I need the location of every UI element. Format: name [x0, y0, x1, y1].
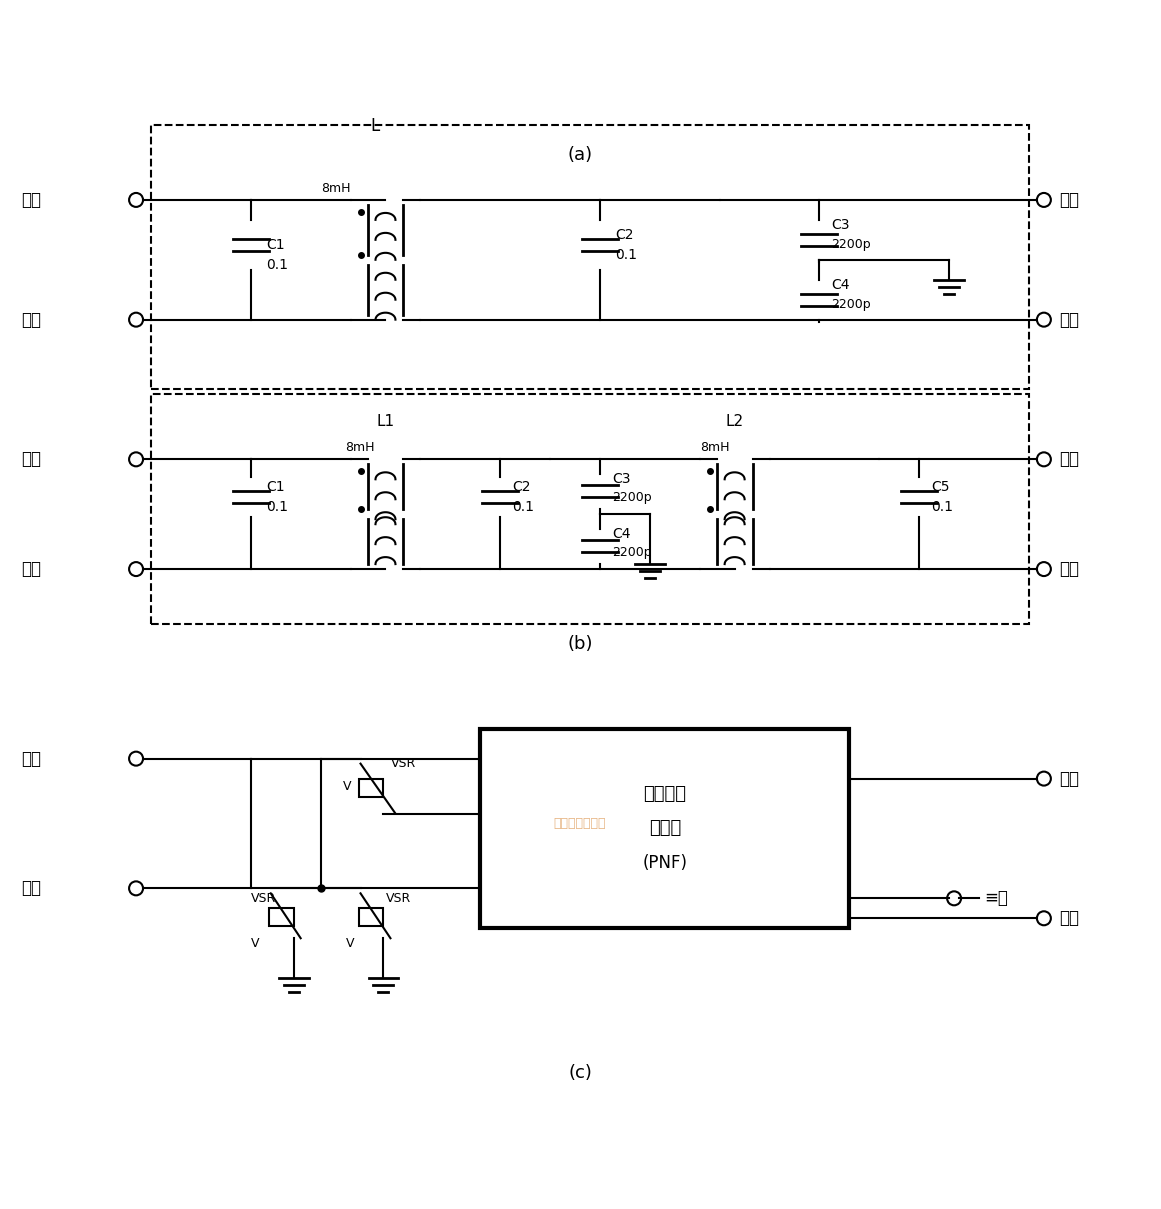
Bar — [359, 908, 383, 926]
Text: 输出: 输出 — [1059, 560, 1079, 578]
Text: 8mH: 8mH — [346, 441, 375, 455]
Text: VSR: VSR — [251, 892, 276, 904]
Text: 输出: 输出 — [1059, 909, 1079, 927]
Text: C1: C1 — [266, 238, 284, 251]
Text: 2200p: 2200p — [612, 491, 651, 504]
Text: C3: C3 — [612, 473, 630, 486]
Text: 输入: 输入 — [21, 191, 42, 209]
Text: C2: C2 — [512, 480, 531, 494]
Text: 输出: 输出 — [1059, 191, 1079, 209]
Bar — [268, 908, 294, 926]
Bar — [481, 729, 850, 929]
Text: 电源噪声: 电源噪声 — [643, 785, 686, 803]
Text: (a): (a) — [568, 146, 592, 164]
Text: 0.1: 0.1 — [266, 501, 288, 514]
Text: V: V — [251, 937, 259, 950]
Text: 输出: 输出 — [1059, 450, 1079, 468]
Text: 0.1: 0.1 — [266, 258, 288, 272]
Text: V: V — [346, 937, 354, 950]
Text: 输入: 输入 — [21, 450, 42, 468]
Text: VSR: VSR — [390, 757, 416, 770]
Text: 输入: 输入 — [21, 879, 42, 897]
Text: V: V — [342, 780, 351, 793]
Text: C1: C1 — [266, 480, 284, 494]
Text: 维库电子市场网: 维库电子市场网 — [554, 817, 606, 831]
Text: (c): (c) — [568, 1064, 592, 1082]
Text: 输入: 输入 — [21, 560, 42, 578]
Text: 输出: 输出 — [1059, 311, 1079, 329]
Text: C3: C3 — [831, 218, 850, 232]
Bar — [359, 779, 383, 797]
Text: L: L — [370, 117, 380, 135]
Text: L1: L1 — [376, 415, 395, 429]
Text: 2200p: 2200p — [612, 545, 651, 559]
Text: 输入: 输入 — [21, 750, 42, 768]
Text: 8mH: 8mH — [700, 441, 729, 455]
Text: 8mH: 8mH — [322, 181, 351, 195]
Text: 2200p: 2200p — [831, 238, 871, 251]
Text: 0.1: 0.1 — [512, 501, 534, 514]
Text: C4: C4 — [612, 527, 630, 542]
Text: 输入: 输入 — [21, 311, 42, 329]
Text: VSR: VSR — [385, 892, 411, 904]
Text: (b): (b) — [568, 635, 593, 653]
Text: 0.1: 0.1 — [615, 248, 637, 262]
Text: (PNF): (PNF) — [642, 855, 687, 873]
Text: L2: L2 — [726, 415, 744, 429]
Text: 2200p: 2200p — [831, 299, 871, 311]
Text: ≡地: ≡地 — [985, 890, 1008, 907]
Text: C5: C5 — [931, 480, 950, 494]
Text: C4: C4 — [831, 278, 850, 291]
Text: 输出: 输出 — [1059, 770, 1079, 787]
Text: C2: C2 — [615, 227, 634, 242]
Text: 滤波器: 滤波器 — [649, 820, 680, 838]
Text: 0.1: 0.1 — [931, 501, 953, 514]
